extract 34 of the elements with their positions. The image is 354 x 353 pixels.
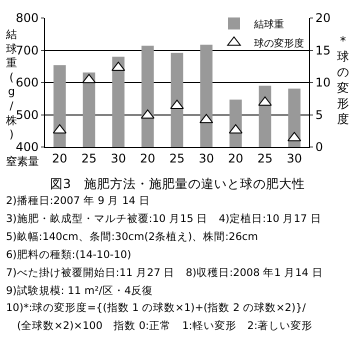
x-tick-label: 25 [81,151,97,166]
y-tick-label: 700 [16,43,39,58]
x-tick-label: 30 [110,151,126,166]
y2-tick-label: 20 [315,11,331,26]
x-tick-label: 30 [198,151,214,166]
text: 9)試験規模: 11 m²/区・4反復 [6,284,154,297]
y-axis-title: 結球重(g/株) [5,28,17,142]
text: 2)播種日:2007 年 9 月 14 日 [6,195,150,207]
y2-tick-label: 15 [315,43,331,58]
x-tick-label: 20 [228,151,244,166]
y2-tick-label: 0 [315,140,324,154]
text: 7)べた掛け被覆開始日:11 月27 日 8)収穫日:2008 年1 月14 日 [6,266,323,279]
y-tick-label: 500 [16,108,39,122]
text: 図3 施肥方法・施肥量の違いと球の肥大性 [50,176,305,191]
x-tick-label: 30 [286,151,302,166]
y-tick-label: 400 [16,140,39,154]
y2-axis-title: *球の変形度 [337,34,349,126]
x-axis-title: 窒素量 [6,155,39,168]
legend-label: 結球重 [253,18,284,30]
text: 3)施肥・畝成型・マルチ被覆:10 月15 日 4)定植日:10 月17 日 [6,212,322,225]
y-tick-label: 600 [16,76,39,90]
y2-tick-label: 5 [315,108,324,122]
text: 6)肥料の種類:(14-10-10) [6,248,132,261]
x-tick-label: 20 [140,151,156,166]
legend-label: 球の変形度 [254,37,304,50]
y2-tick-label: 10 [315,76,331,90]
x-tick-label: 25 [257,151,273,166]
text: 10)*:球の変形度={(指数 1 の球数×1)+(指数 2 の球数×2)}/ [6,301,306,314]
text: 5)畝幅:140cm、条間:30cm(2条植え)、株間:26cm [6,230,258,243]
point [82,74,96,84]
x-tick-label: 20 [52,151,68,166]
x-tick-label: 25 [169,151,185,166]
y-tick-label: 800 [16,11,39,26]
text: (全球数×2)×100 指数 0:正常 1:軽い変形 2:著しい変形 [6,319,313,332]
